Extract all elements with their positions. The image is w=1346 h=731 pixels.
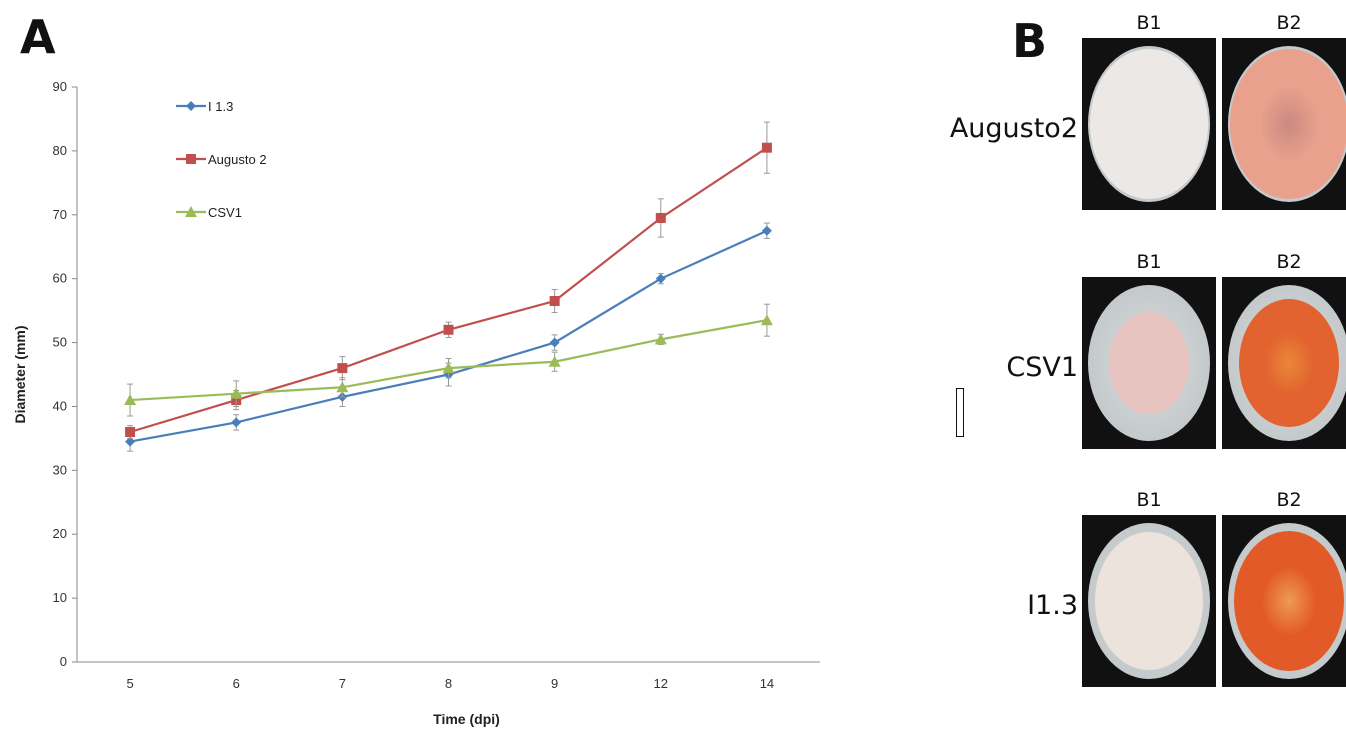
data-point (442, 362, 455, 374)
growth-line-chart: 0 10 20 30 40 50 60 70 80 90 5 6 7 8 9 12 14 Time (dpi) Di… (12, 79, 820, 727)
data-point (231, 417, 242, 428)
data-point (761, 225, 772, 236)
legend-marker (186, 154, 196, 164)
plate-photo (1082, 38, 1216, 210)
plate-photo (1222, 277, 1346, 449)
x-tick-label: 5 (126, 676, 133, 691)
plate-photo (1222, 515, 1346, 687)
plate-column-label: B2 (1276, 489, 1302, 511)
data-point (443, 324, 454, 335)
fungal-colony (1108, 311, 1190, 415)
plate-column-label: B2 (1276, 12, 1302, 34)
fungal-colony (1090, 49, 1208, 199)
y-tick-label: 0 (60, 654, 67, 669)
plate-column-label: B1 (1136, 489, 1162, 511)
x-tick-label: 6 (233, 676, 240, 691)
y-axis-title: Diameter (mm) (12, 325, 28, 423)
legend-entry: CSV1 (208, 205, 242, 220)
x-tick-label: 7 (339, 676, 346, 691)
data-point (549, 296, 560, 307)
series-line-1 (129, 146, 768, 434)
plate-photo (1222, 38, 1346, 210)
plate-column-label: B1 (1136, 12, 1162, 34)
data-point (655, 212, 666, 223)
strain-label: CSV1 (1006, 352, 1078, 383)
data-point (549, 337, 560, 348)
plate-photo (1082, 515, 1216, 687)
plate-column-label: B1 (1136, 251, 1162, 273)
y-tick-label: 10 (53, 590, 67, 605)
strain-label: Augusto2 (949, 113, 1078, 144)
x-axis-title: Time (dpi) (433, 711, 500, 727)
data-point (337, 363, 348, 374)
y-tick-label: 90 (53, 79, 67, 94)
data-point (655, 273, 666, 284)
x-tick-label: 8 (445, 676, 452, 691)
data-point (125, 427, 136, 437)
panel-b-label: B (1012, 14, 1048, 68)
fungal-colony (1230, 49, 1346, 199)
y-tick-label: 80 (53, 143, 67, 158)
strain-label: I1.3 (1027, 590, 1078, 621)
x-tick-label: 14 (760, 676, 774, 691)
data-point (760, 314, 773, 326)
data-point (336, 381, 349, 393)
plate-column-label: B2 (1276, 251, 1302, 273)
data-point (548, 355, 561, 367)
x-tick-label: 9 (551, 676, 558, 691)
legend-marker (185, 206, 197, 217)
y-tick-label: 50 (53, 335, 67, 350)
data-point (761, 142, 772, 153)
data-point (230, 387, 243, 399)
y-tick-label: 60 (53, 271, 67, 286)
data-point (654, 333, 667, 345)
fungal-colony (1238, 299, 1339, 427)
legend-entry: I 1.3 (208, 99, 233, 114)
legend-marker (186, 101, 196, 111)
fungal-colony (1095, 532, 1203, 670)
y-tick-label: 40 (53, 398, 67, 413)
data-point (125, 436, 136, 447)
y-tick-label: 20 (53, 526, 67, 541)
panel-a-label: A (20, 10, 56, 64)
plate-photo (1082, 277, 1216, 449)
legend-entry: Augusto 2 (208, 152, 267, 167)
y-tick-label: 30 (53, 462, 67, 477)
divider-box (956, 388, 964, 437)
data-point (124, 394, 137, 406)
fungal-colony (1234, 530, 1344, 672)
y-tick-label: 70 (53, 207, 67, 222)
x-tick-label: 12 (654, 676, 668, 691)
